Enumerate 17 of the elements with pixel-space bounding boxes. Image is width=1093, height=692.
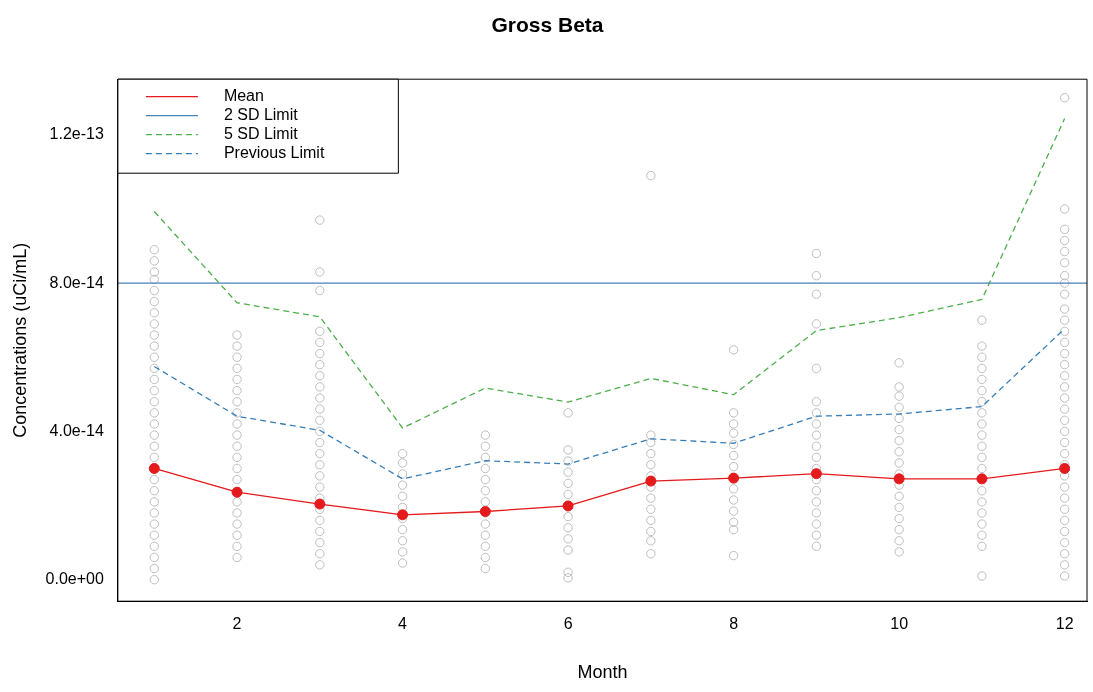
legend-label: 2 SD Limit	[223, 106, 299, 124]
chart-title: Gross Beta	[491, 13, 604, 37]
x-tick-label: 12	[1055, 615, 1074, 633]
x-tick-label: 6	[563, 615, 573, 633]
x-tick-label: 4	[398, 615, 408, 633]
y-tick-label: 1.2e-13	[49, 125, 104, 143]
legend-label: 5 SD Limit	[223, 125, 299, 143]
x-tick-label: 8	[729, 615, 739, 633]
legend-label: Mean	[223, 87, 264, 105]
y-tick-label: 4.0e-14	[49, 421, 104, 439]
x-tick-label: 10	[890, 615, 909, 633]
legend-label: Previous Limit	[223, 144, 325, 162]
y-axis-title: Concentrations (uCi/mL)	[9, 242, 30, 438]
x-tick-label: 2	[232, 615, 242, 633]
y-tick-label: 0.0e+00	[45, 570, 104, 588]
x-axis-title: Month	[577, 662, 628, 683]
y-tick-label: 8.0e-14	[49, 273, 104, 291]
